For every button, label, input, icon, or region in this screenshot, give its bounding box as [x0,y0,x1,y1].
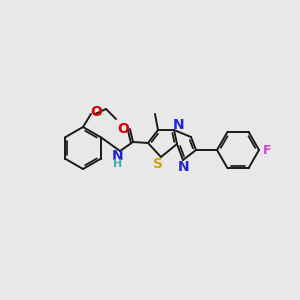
Text: F: F [263,143,271,157]
Text: O: O [90,105,102,119]
Text: O: O [117,122,129,136]
Text: N: N [178,160,190,174]
Text: S: S [153,157,163,171]
Text: N: N [112,149,124,163]
Text: H: H [113,159,123,169]
Text: N: N [173,118,185,132]
